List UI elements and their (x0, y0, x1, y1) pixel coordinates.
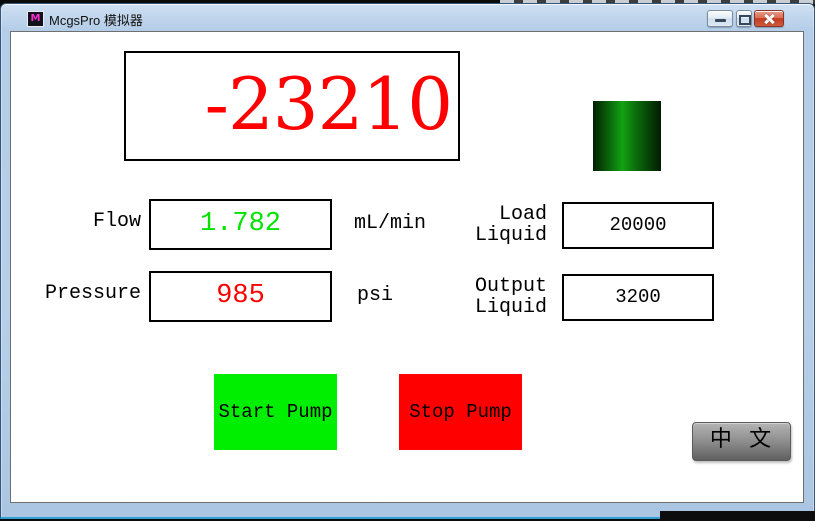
maximize-icon (739, 14, 751, 25)
language-toggle-button[interactable]: 中 文 (692, 422, 791, 461)
window-title: McgsPro 模拟器 (49, 13, 143, 28)
load-liquid-label-line1: Load (498, 203, 547, 226)
title-bar[interactable]: M McgsPro 模拟器 (1, 4, 814, 31)
start-pump-button[interactable]: Start Pump (214, 374, 337, 450)
flow-value-display: 1.782 (149, 199, 332, 250)
flow-label: Flow (92, 210, 141, 233)
pressure-label: Pressure (44, 282, 141, 305)
output-liquid-value-box[interactable]: 3200 (562, 274, 714, 321)
pump-status-indicator-lamp (593, 101, 661, 171)
main-counter-display: -23210 (124, 51, 460, 161)
output-liquid-label: Output Liquid (411, 276, 547, 318)
maximize-button[interactable] (736, 10, 752, 27)
background-window-strip (500, 0, 815, 4)
output-liquid-label-line2: Liquid (474, 296, 547, 319)
load-liquid-label-line2: Liquid (474, 224, 547, 247)
minimize-button[interactable] (707, 10, 733, 27)
load-liquid-value-box[interactable]: 20000 (562, 202, 714, 249)
close-icon (763, 13, 775, 25)
stop-pump-button[interactable]: Stop Pump (399, 374, 522, 450)
pressure-unit-label: psi (356, 284, 393, 307)
hmi-canvas: -23210 Flow 1.782 mL/min Load Liquid 2000… (10, 31, 804, 503)
output-liquid-label-line1: Output (474, 275, 547, 298)
load-liquid-label: Load Liquid (411, 204, 547, 246)
background-taskbar-notch (660, 511, 815, 521)
close-button[interactable] (754, 10, 784, 27)
pressure-value-display: 985 (149, 271, 332, 322)
mcgs-app-icon: M (27, 11, 44, 27)
mcgspro-simulator-window: M McgsPro 模拟器 -23210 Flow 1.782 mL/min L… (0, 3, 815, 519)
minimize-icon (715, 19, 726, 22)
flow-unit-label: mL/min (353, 212, 426, 235)
